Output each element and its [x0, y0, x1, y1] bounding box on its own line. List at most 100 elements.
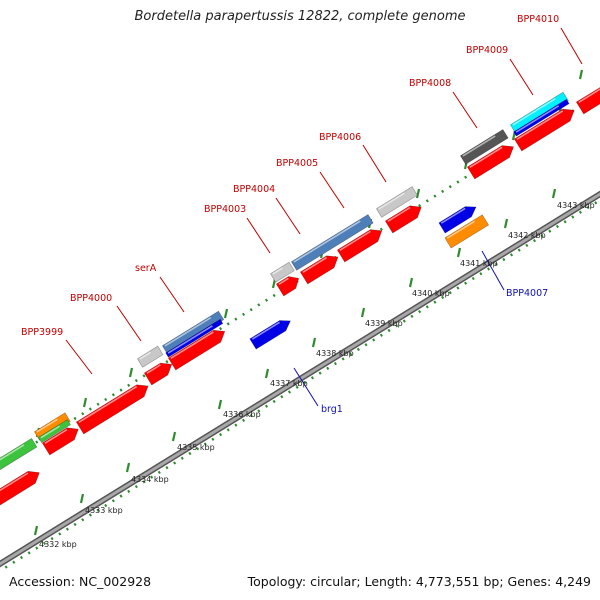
gene-brg1[interactable] [249, 320, 291, 350]
gene-bpp4004-shine [302, 256, 328, 273]
lower-major-tick-8 [408, 277, 414, 288]
gene-green-left[interactable] [0, 437, 38, 474]
gene-bpp3999-b-shine [44, 428, 68, 444]
gene-bpp4008[interactable] [466, 145, 514, 180]
gene-cyan-shine [512, 98, 556, 126]
gene-bpp4005[interactable] [336, 229, 383, 263]
kbp-label-4332: 4332 kbp [39, 540, 77, 549]
gene-bpp4007-shine [446, 220, 475, 239]
gene-label-brg1[interactable]: brg1 [321, 404, 343, 415]
gene-bpp4003[interactable] [275, 276, 300, 297]
gene-bpp4004[interactable] [299, 255, 339, 285]
kbp-label-4341: 4341 kbp [460, 259, 498, 268]
kbp-label-4339: 4339 kbp [365, 319, 403, 328]
lower-major-tick-0 [33, 525, 39, 536]
gene-brg1-shine [251, 321, 280, 340]
tick-marks [0, 69, 600, 573]
page-title: Bordetella parapertussis 12822, complete… [134, 9, 466, 24]
gene-bpp4007-blue-shine [440, 207, 466, 224]
gene-grey-b[interactable] [269, 261, 295, 283]
lower-major-tick-1 [79, 493, 85, 504]
gene-label-bpp3999[interactable]: BPP3999 [21, 327, 63, 338]
gene-bpp4000[interactable] [143, 362, 173, 386]
gene-grey-c-shine [378, 192, 405, 210]
gene-sera[interactable] [167, 329, 226, 371]
gene-steelblue-b[interactable] [290, 214, 374, 271]
connector-bpp4010 [560, 27, 583, 65]
lower-major-tick-10 [503, 218, 509, 229]
gene-label-bpp4010[interactable]: BPP4010 [517, 14, 559, 25]
gene-darkgrey-shine [462, 135, 496, 157]
connector-bpp4003 [246, 217, 271, 254]
gene-grey-c[interactable] [375, 186, 418, 218]
gene-bpp4010[interactable] [575, 86, 600, 115]
gene-grey-b-shine [272, 267, 283, 275]
kbp-label-4333: 4333 kbp [85, 506, 123, 515]
kbp-label-4335: 4335 kbp [177, 443, 215, 452]
gene-bpp3999[interactable] [75, 384, 149, 435]
gene-bpp4010-shine [578, 88, 600, 103]
kbp-label-4338: 4338 kbp [316, 349, 354, 358]
gene-steelblue-a[interactable] [161, 310, 225, 355]
gene-bpp4005-shine [339, 230, 371, 251]
gene-orange-left[interactable] [33, 412, 71, 441]
gene-bpp4006[interactable] [384, 205, 422, 234]
gene-label-bpp4007[interactable]: BPP4007 [506, 288, 548, 299]
gene-label-bpp4003[interactable]: BPP4003 [204, 204, 246, 215]
gene-green-left-shine [0, 444, 25, 461]
kbp-label-4337: 4337 kbp [270, 379, 308, 388]
gene-blue-stripe-b-shine [515, 105, 560, 133]
gene-sera-shine [170, 331, 214, 359]
lower-major-tick-6 [311, 337, 317, 348]
connector-bpp4008 [452, 91, 478, 129]
gene-steelblue-a-shine [164, 316, 212, 347]
gene-darkgrey[interactable] [459, 129, 509, 165]
gene-bpp3998-a-shine [0, 472, 29, 492]
upper-major-tick-2 [128, 367, 134, 378]
gene-label-bpp4000[interactable]: BPP4000 [70, 293, 112, 304]
gene-label-sera[interactable]: serA [135, 263, 157, 274]
lower-major-tick-2 [125, 462, 131, 473]
gene-label-bpp4005[interactable]: BPP4005 [276, 158, 318, 169]
upper-major-tick-1 [82, 397, 88, 408]
gene-bpp4007-blue[interactable] [438, 206, 477, 234]
gene-bpp4008-shine [469, 146, 503, 168]
gene-bpp3998-a[interactable] [0, 470, 40, 509]
genome-summary-text: Topology: circular; Length: 4,773,551 bp… [247, 574, 591, 589]
gene-bpp4000-shine [146, 364, 161, 374]
kbp-label-4342: 4342 kbp [508, 231, 546, 240]
lower-major-tick-9 [456, 247, 462, 258]
kbp-label-4343: 4343 kbp [557, 201, 595, 210]
gene-label-bpp4008[interactable]: BPP4008 [409, 78, 451, 89]
upper-major-tick-8 [415, 188, 421, 199]
upper-major-tick-4 [223, 308, 229, 319]
gene-grey-a[interactable] [136, 345, 164, 368]
lower-major-tick-3 [171, 431, 177, 442]
gene-bpp4009-shine [516, 110, 564, 140]
lower-major-tick-7 [360, 307, 366, 318]
gene-green-left-b [37, 419, 71, 444]
gene-grey-a-shine [139, 351, 152, 360]
gene-steelblue-b-shine [293, 220, 361, 263]
gene-bpp4007[interactable] [444, 214, 490, 249]
gene-features [0, 86, 600, 509]
gene-bpp3999-b[interactable] [41, 427, 79, 456]
connector-bpp4004 [275, 197, 301, 235]
gene-bpp4006-shine [387, 206, 411, 222]
gene-label-bpp4009[interactable]: BPP4009 [466, 45, 508, 56]
accession-text: Accession: NC_002928 [9, 574, 152, 589]
lower-major-tick-4 [217, 399, 223, 410]
connector-bpp4009 [509, 58, 534, 96]
kbp-label-4340: 4340 kbp [412, 289, 450, 298]
connector-bpp4006 [362, 144, 387, 183]
gene-bpp3999-shine [78, 385, 138, 423]
connector-bpp4007 [481, 250, 505, 291]
gene-cyan[interactable] [509, 91, 569, 134]
gene-bpp4009[interactable] [513, 108, 575, 152]
gene-label-bpp4006[interactable]: BPP4006 [319, 132, 361, 143]
gene-label-bpp4004[interactable]: BPP4004 [233, 184, 275, 195]
kbp-label-4334: 4334 kbp [131, 475, 169, 484]
connector-bpp4005 [319, 171, 345, 209]
gene-blue-stripe-a-shine [167, 325, 213, 354]
